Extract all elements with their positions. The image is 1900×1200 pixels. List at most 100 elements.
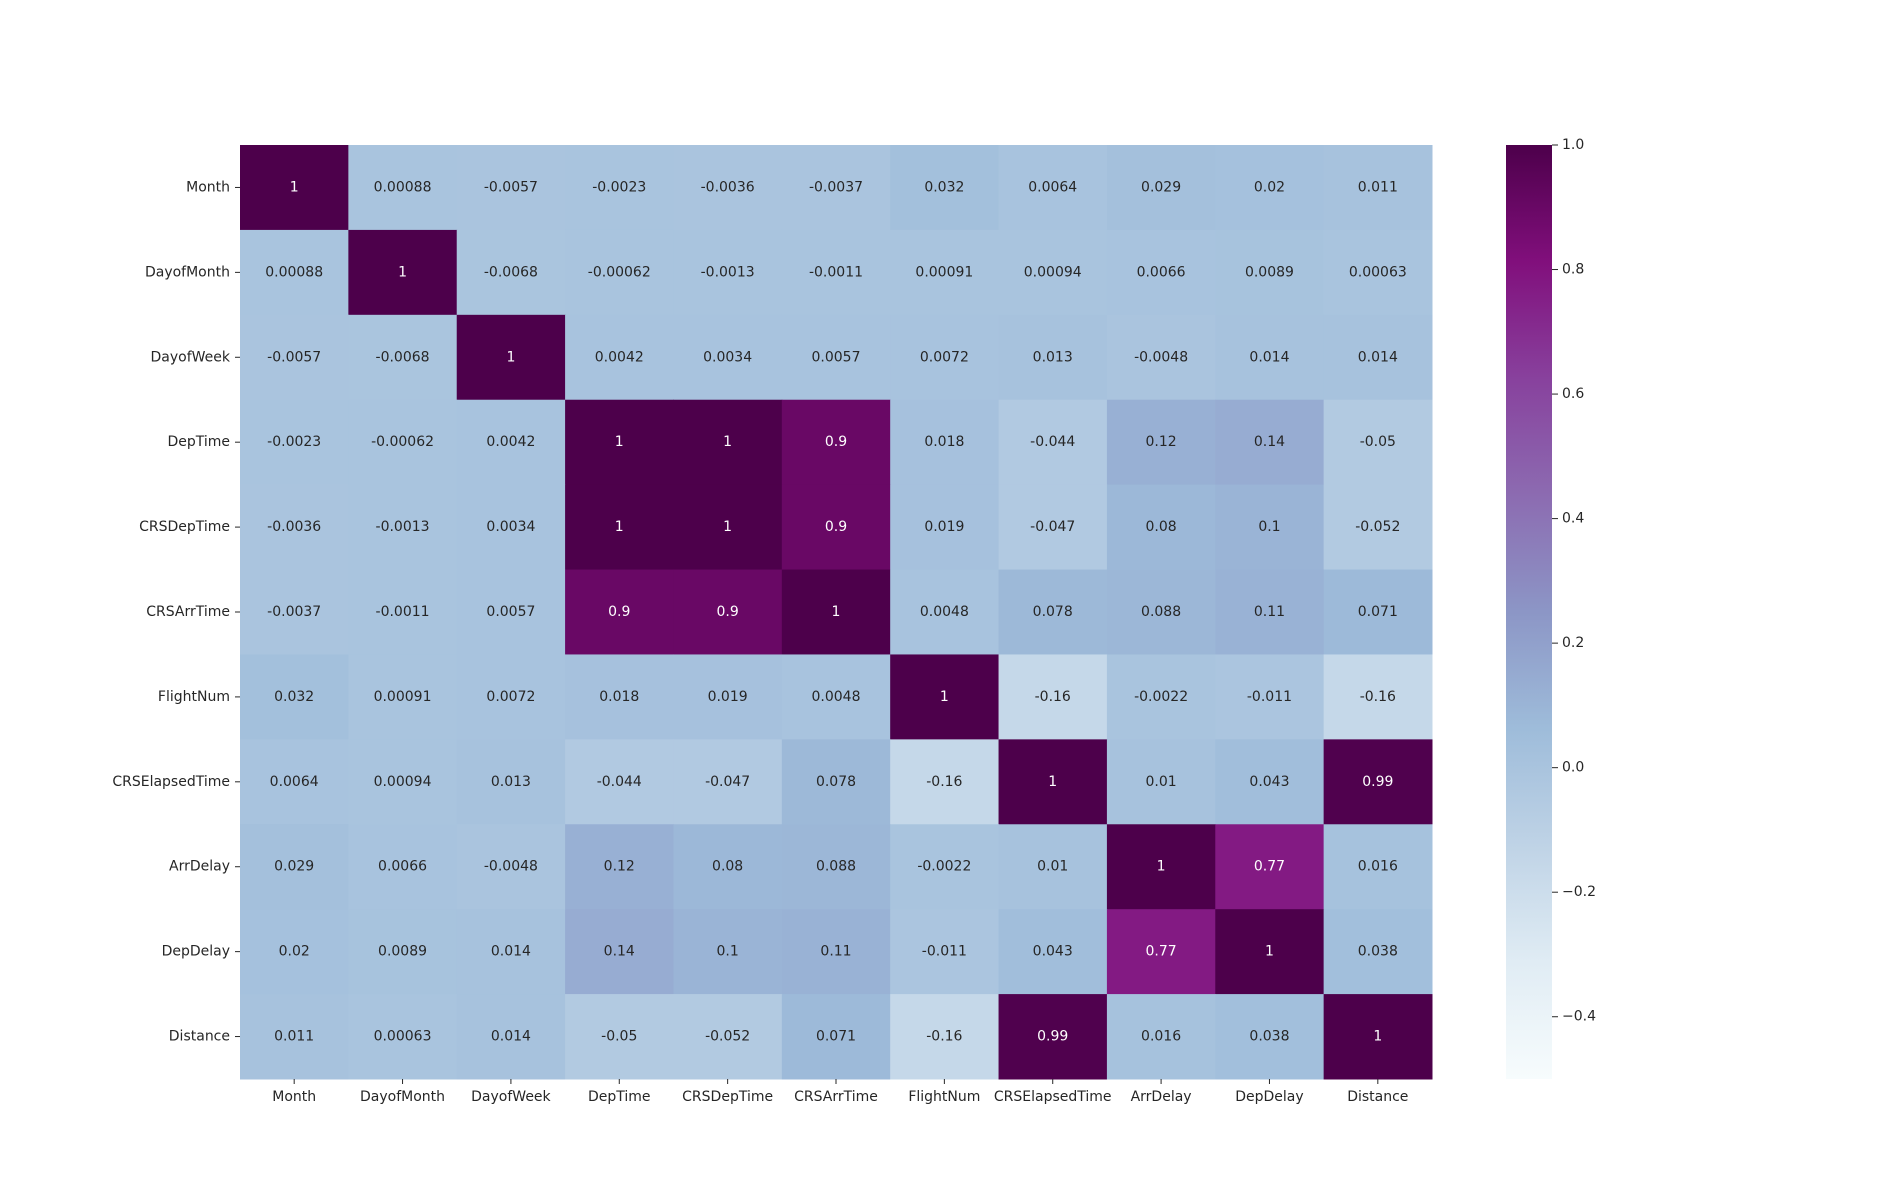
heatmap-cell (240, 569, 349, 655)
cell-value-label: 0.0066 (1137, 264, 1186, 280)
cell-value-label: 0.018 (599, 689, 639, 705)
colorbar-gradient (1506, 145, 1552, 1079)
heatmap-cell (1106, 569, 1216, 655)
colorbar-tick-label: 0.8 (1562, 262, 1584, 278)
heatmap-cell (1323, 314, 1433, 401)
cell-value-label: 0.9 (825, 434, 847, 450)
heatmap-cell (890, 824, 1000, 910)
cell-value-label: 0.019 (924, 519, 964, 535)
heatmap-cell (1106, 145, 1216, 231)
heatmap-cell (240, 145, 349, 231)
heatmap-cell (998, 399, 1108, 486)
heatmap-cell (673, 145, 783, 231)
cell-value-label: 0.99 (1037, 1029, 1068, 1045)
cell-value-label: 0.02 (279, 944, 310, 960)
colorbar-tick-label: −0.4 (1562, 1009, 1596, 1025)
heatmap-cell (890, 484, 1000, 571)
cell-value-label: -0.16 (926, 1029, 962, 1045)
heatmap-cell (673, 314, 783, 401)
cell-value-label: 0.0042 (486, 434, 535, 450)
heatmap-cell (781, 484, 891, 571)
heatmap-cell (1323, 145, 1433, 231)
cell-value-label: 0.043 (1033, 944, 1073, 960)
heatmap-cell (890, 909, 1000, 995)
colorbar-tick-label: 0.2 (1562, 635, 1584, 651)
heatmap-cell (673, 654, 783, 740)
heatmap-cell (1215, 824, 1325, 910)
x-tick-label: Distance (1347, 1089, 1408, 1105)
cell-value-label: -0.0057 (484, 179, 538, 195)
heatmap-cell (1106, 399, 1216, 486)
cell-value-label: 0.0066 (378, 859, 427, 875)
cell-value-label: 0.011 (1358, 179, 1398, 195)
cell-value-label: -0.0022 (1134, 689, 1188, 705)
cell-value-label: 0.0064 (270, 774, 319, 790)
cell-value-label: 0.01 (1146, 774, 1177, 790)
heatmap-cell (1215, 569, 1325, 655)
heatmap-cell (1215, 145, 1325, 231)
cell-value-label: 0.032 (274, 689, 314, 705)
cell-value-label: 0.01 (1037, 859, 1068, 875)
cell-value-label: -0.011 (1247, 689, 1292, 705)
cell-value-label: 1 (1373, 1029, 1382, 1045)
heatmap-cell (240, 229, 349, 316)
cell-value-label: 1 (940, 689, 949, 705)
cell-value-label: -0.05 (1360, 434, 1396, 450)
cell-value-label: -0.0068 (376, 349, 430, 365)
cell-value-label: -0.16 (1035, 689, 1071, 705)
cell-value-label: 0.0064 (1028, 179, 1077, 195)
heatmap-cell (781, 824, 891, 910)
cell-value-label: 0.011 (274, 1029, 314, 1045)
colorbar: 1.0 0.8 0.6 0.4 0.2 0.0 −0.2 −0.4 (1506, 137, 1596, 1079)
heatmap-cell (673, 994, 783, 1080)
heatmap-cell (890, 399, 1000, 486)
cell-value-label: 0.11 (1254, 604, 1285, 620)
cell-value-label: 0.00063 (1349, 264, 1407, 280)
cell-value-label: 0.9 (608, 604, 630, 620)
heatmap-cell (456, 569, 566, 655)
heatmap-cell (998, 484, 1108, 571)
heatmap-cell (1215, 314, 1325, 401)
cell-value-label: -0.0036 (701, 179, 755, 195)
cell-value-label: 1 (398, 264, 407, 280)
cell-value-label: 0.016 (1358, 859, 1398, 875)
heatmap-cell (348, 654, 458, 740)
cell-value-label: -0.047 (705, 774, 750, 790)
x-tick-label: DepTime (588, 1089, 651, 1105)
heatmap-cell (1215, 399, 1325, 486)
x-tick-label: DayofWeek (471, 1089, 551, 1105)
heatmap-cell (890, 145, 1000, 231)
y-tick-label: DepTime (167, 434, 230, 450)
y-tick-label: ArrDelay (169, 859, 230, 875)
cell-value-label: 0.014 (1249, 349, 1289, 365)
heatmap-cell (240, 399, 349, 486)
heatmap-cell (998, 654, 1108, 740)
heatmap-cell (1323, 399, 1433, 486)
heatmap-cell (998, 739, 1108, 825)
cell-value-label: 1 (506, 349, 515, 365)
heatmap-cell (890, 569, 1000, 655)
heatmap-cell (456, 399, 566, 486)
cell-value-label: 0.078 (1033, 604, 1073, 620)
cell-value-label: -0.16 (926, 774, 962, 790)
heatmap-cell (456, 145, 566, 231)
x-tick-label: CRSElapsedTime (994, 1089, 1112, 1105)
colorbar-tick-label: 0.6 (1562, 386, 1584, 402)
heatmap-cell (456, 229, 566, 316)
cell-value-label: 0.013 (1033, 349, 1073, 365)
cell-value-label: 0.019 (708, 689, 748, 705)
heatmap-cell (673, 569, 783, 655)
cell-value-label: 0.029 (1141, 179, 1181, 195)
cell-value-label: 0.038 (1358, 944, 1398, 960)
heatmap-cell (348, 569, 458, 655)
heatmap-cell (781, 909, 891, 995)
heatmap-cell (781, 314, 891, 401)
heatmap-cell (673, 909, 783, 995)
heatmap-cell (998, 909, 1108, 995)
y-axis-tick-labels: Month DayofMonth DayofWeek DepTime CRSDepTim… (112, 179, 240, 1045)
cell-value-label: 0.016 (1141, 1029, 1181, 1045)
heatmap-cell (1106, 314, 1216, 401)
heatmap-cell (1106, 484, 1216, 571)
heatmap-cell (456, 909, 566, 995)
y-tick-label: DepDelay (162, 944, 230, 960)
